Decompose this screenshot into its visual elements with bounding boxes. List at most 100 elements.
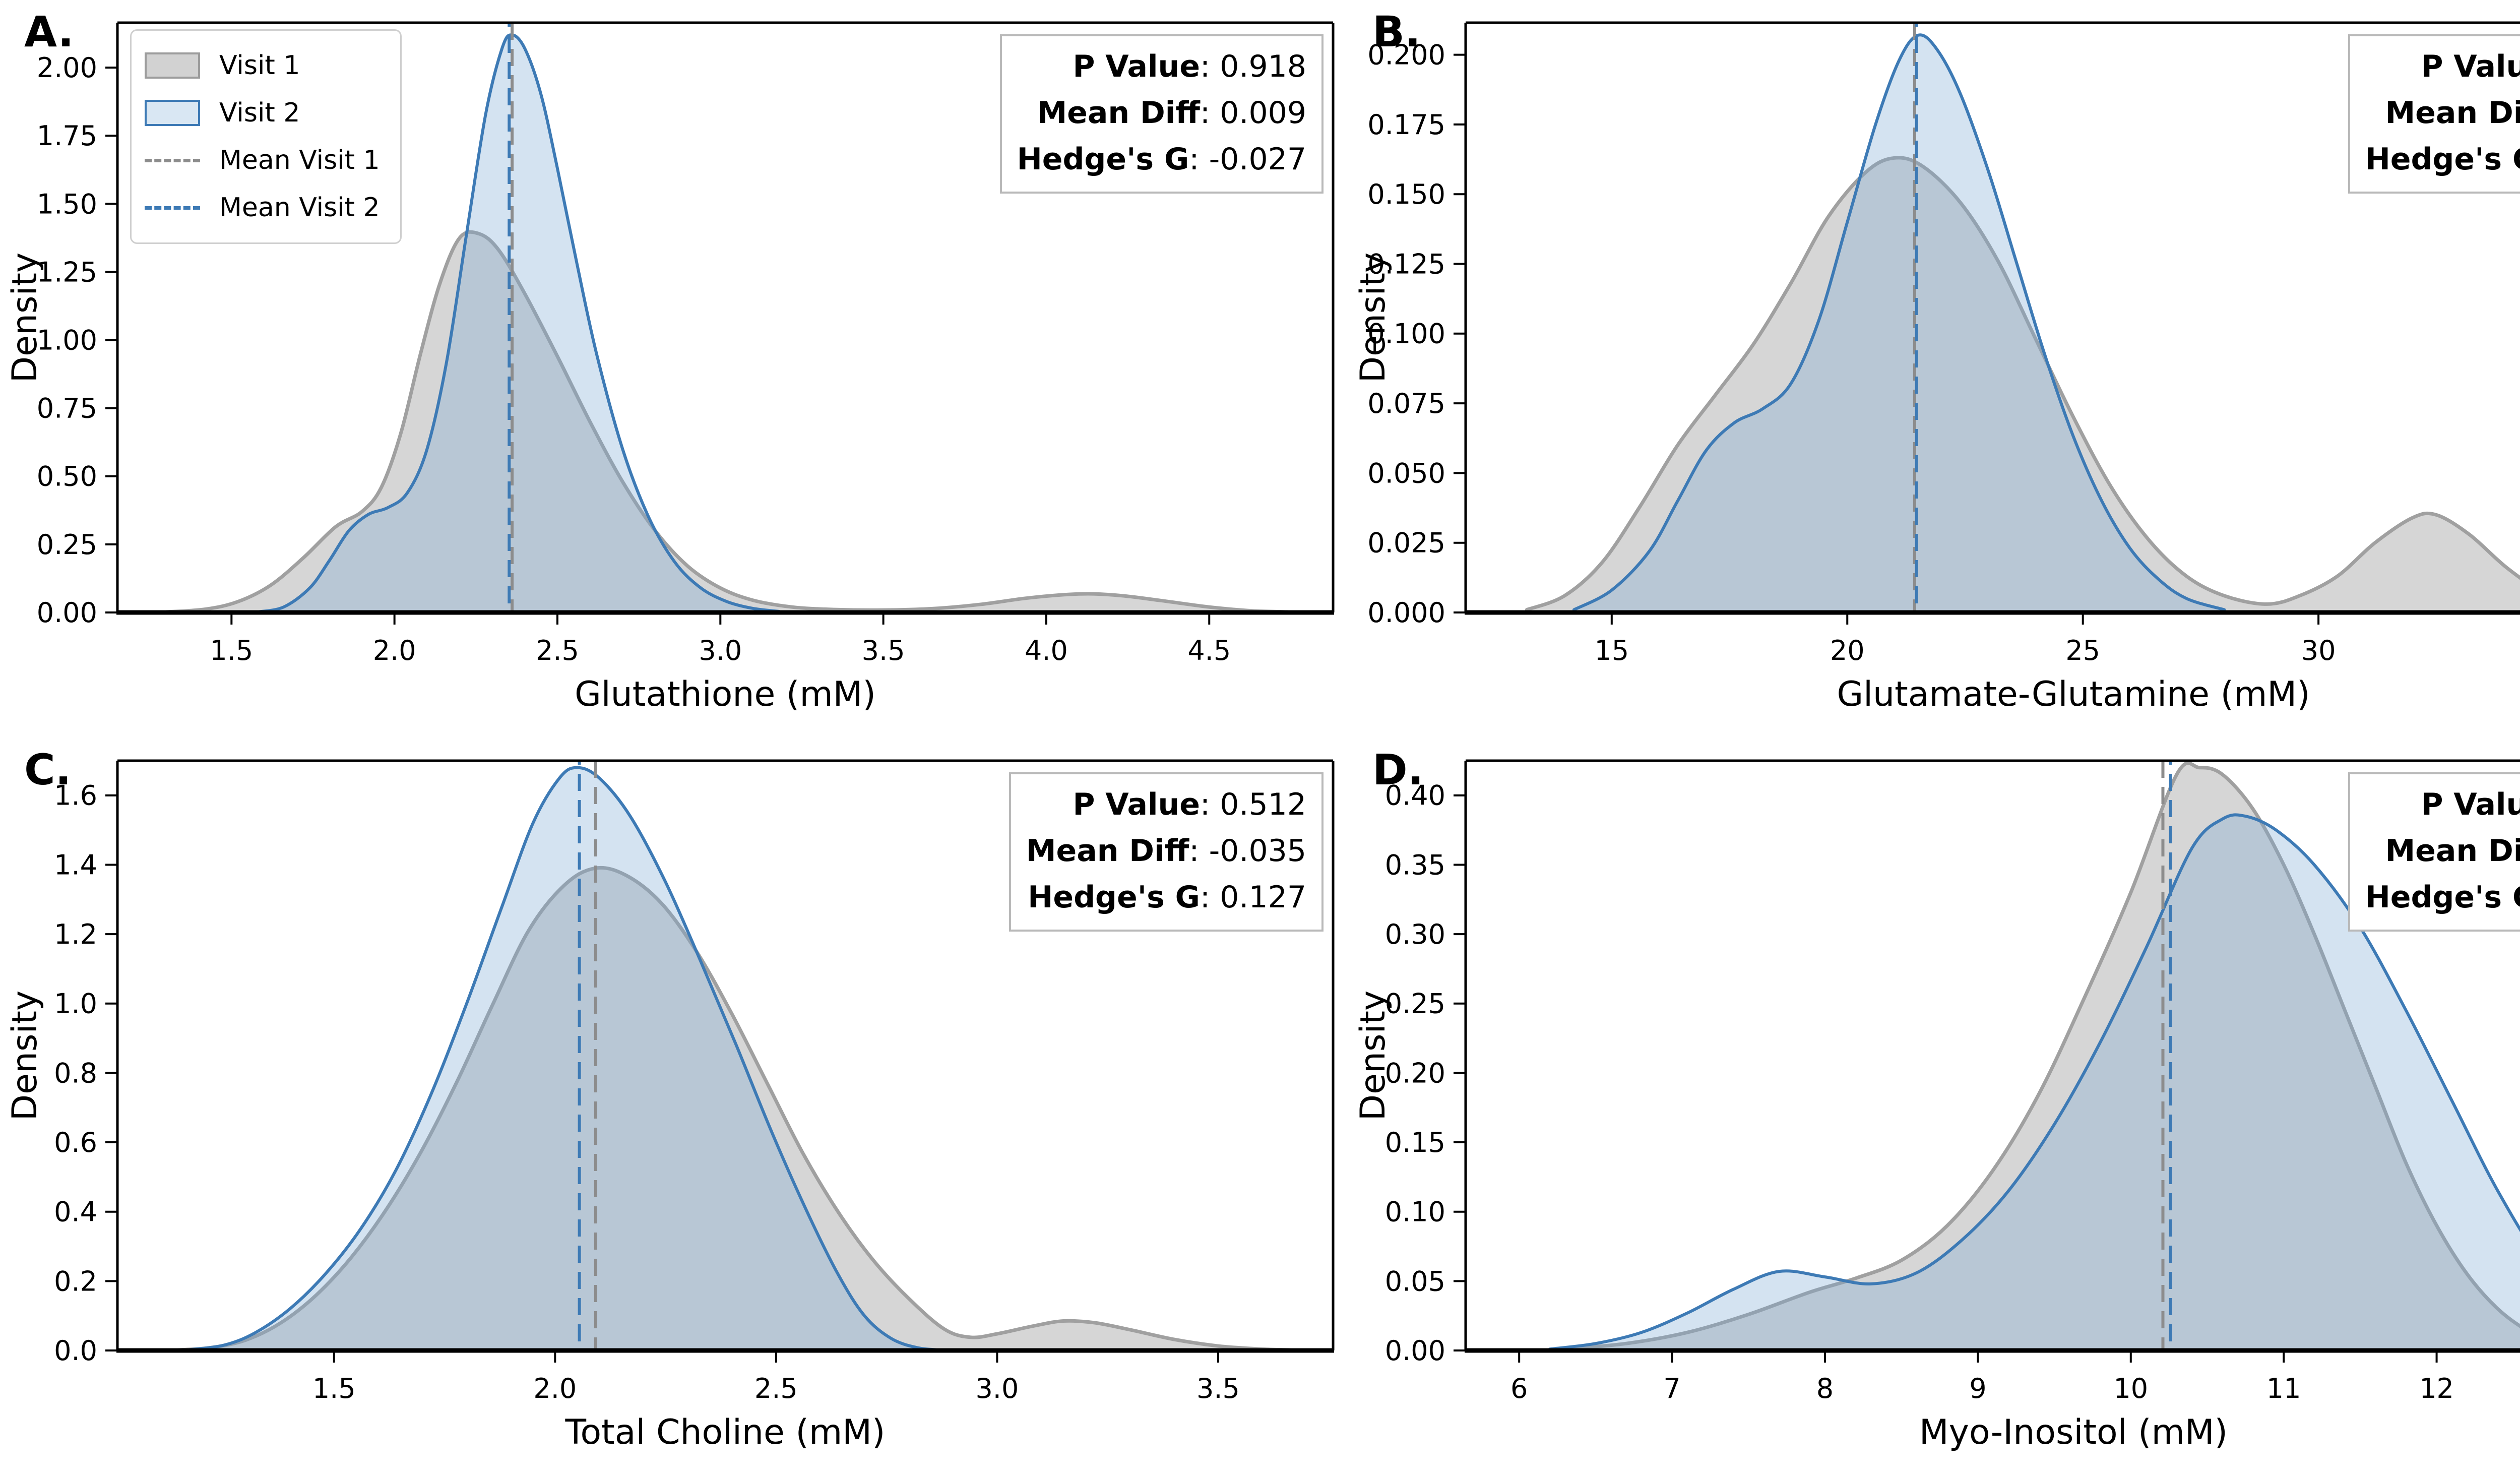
y-tick-label: 0.050 [1367, 457, 1445, 489]
y-tick-label: 0.20 [1385, 1057, 1445, 1089]
x-tick-label: 3.5 [1196, 1373, 1240, 1404]
kde-plot-glutamate-glutamine: 15202530350.0000.0250.0500.0750.1000.125… [1353, 21, 2520, 714]
y-tick-label: 0.8 [54, 1057, 97, 1089]
axes-layer: 1.5 2.0 2.5 3.0 3.5 4.0 4.5 0.00 0.25 0.50 0.75 1.0… [37, 21, 1335, 666]
y-tick-label: 0.40 [1385, 780, 1445, 812]
x-tick-label: 3.5 [862, 635, 905, 666]
x-tick-label: 20 [1830, 635, 1865, 666]
x-tick-label: 9 [1969, 1373, 1986, 1404]
panel-letter: C. [24, 745, 72, 794]
y-tick-label: 0.00 [1385, 1335, 1445, 1367]
x-tick-label: 11 [2266, 1373, 2301, 1404]
y-tick-label: 0.6 [54, 1127, 97, 1158]
panel-total-choline: C. 1.5 2.0 2.5 3.0 3.5 0.0 0.2 0.4 0.6 0.8 1.0 1.2 1… [0, 738, 1348, 1476]
stats-row-hedgesg: Hedge's G: 0.127 [1028, 880, 1306, 915]
y-tick-label: 0.100 [1367, 318, 1445, 350]
y-tick-label: 1.00 [37, 324, 97, 356]
y-axis-label: Density [1353, 253, 1393, 383]
kde-curve-visit2 [1548, 813, 2520, 1352]
legend-label: Mean Visit 2 [219, 193, 380, 223]
panel-glutathione: A. 1.5 2.0 2.5 3.0 3.5 4.0 4.5 0.00 0.25 0.50 0.75… [0, 0, 1348, 738]
stats-row-pvalue: P Value: 0.512 [1073, 787, 1306, 822]
stats-row-meandiff: Mean Diff: 0.043 [2385, 833, 2520, 869]
y-tick-label: 0.15 [1385, 1127, 1445, 1158]
x-axis-label: Glutamate-Glutamine (mM) [1837, 674, 2310, 714]
legend-label: Visit 2 [219, 98, 300, 128]
kde-curve-visit1 [164, 230, 1289, 614]
y-tick-label: 0.25 [37, 529, 97, 561]
y-tick-label: 0.200 [1367, 39, 1445, 71]
y-tick-label: 0.0 [54, 1335, 97, 1367]
y-tick-label: 0.10 [1385, 1196, 1445, 1228]
axes-layer: 6789101112130.000.050.100.150.200.250.30… [1385, 759, 2520, 1404]
stats-box: P Value: 0.950 Mean Diff: 0.034 Hedge's … [2348, 34, 2520, 194]
y-tick-label: 0.4 [54, 1196, 97, 1228]
legend: Visit 1 Visit 2 Mean Visit 1 Mean Visit … [130, 29, 402, 244]
y-tick-label: 1.0 [54, 988, 97, 1020]
y-tick-label: 0.025 [1367, 527, 1445, 559]
stats-box: P Value: 0.512 Mean Diff: -0.035 Hedge's… [1009, 772, 1324, 932]
stats-row-meandiff: Mean Diff: 0.009 [1037, 95, 1306, 131]
stats-row-meandiff: Mean Diff: -0.035 [1026, 833, 1306, 869]
legend-item-mean-visit2: Mean Visit 2 [145, 184, 380, 231]
y-tick-label: 0.50 [37, 461, 97, 493]
kde-plot-myo-inositol: 6789101112130.000.050.100.150.200.250.30… [1353, 759, 2520, 1452]
kde-plot-glutathione: 1.5 2.0 2.5 3.0 3.5 4.0 4.5 0.00 0.25 0.50 0.75 1.0… [5, 21, 1335, 714]
stats-box: P Value: 0.743 Mean Diff: 0.043 Hedge's … [2348, 772, 2520, 932]
stats-row-hedgesg: Hedge's G: -0.045 [2365, 880, 2520, 915]
kde-curve-visit1 [173, 866, 1300, 1352]
y-tick-label: 2.00 [37, 52, 97, 84]
x-axis-label: Myo-Inositol (mM) [1919, 1412, 2228, 1452]
x-tick-label: 4.0 [1025, 635, 1068, 666]
panel-letter: A. [24, 7, 74, 56]
y-axis-label: Density [1353, 991, 1393, 1121]
y-tick-label: 0.30 [1385, 918, 1445, 950]
y-tick-label: 0.000 [1367, 597, 1445, 629]
panel-myo-inositol: D. 6789101112130.000.050.100.150.200.250… [1348, 738, 2520, 1476]
x-tick-label: 2.5 [536, 635, 579, 666]
y-tick-label: 1.50 [37, 188, 97, 220]
y-tick-label: 1.75 [37, 120, 97, 152]
y-tick-label: 0.75 [37, 393, 97, 424]
stats-row-hedgesg: Hedge's G: -0.014 [2365, 142, 2520, 177]
stats-row-meandiff: Mean Diff: 0.034 [2385, 95, 2520, 131]
y-tick-label: 0.2 [54, 1265, 97, 1297]
x-tick-label: 6 [1510, 1373, 1528, 1404]
y-tick-label: 0.150 [1367, 178, 1445, 210]
kde-curve-visit2 [1572, 33, 2226, 614]
y-tick-label: 0.05 [1385, 1265, 1445, 1297]
legend-item-visit1: Visit 1 [145, 42, 380, 89]
y-tick-label: 1.6 [54, 780, 97, 812]
x-axis-label: Glutathione (mM) [575, 674, 876, 714]
panel-letter: D. [1372, 745, 1424, 794]
x-tick-label: 25 [2065, 635, 2100, 666]
visit1-patch-icon [145, 52, 200, 79]
legend-label: Visit 1 [219, 50, 300, 81]
stats-row-hedgesg: Hedge's G: -0.027 [1017, 142, 1306, 177]
x-tick-label: 8 [1816, 1373, 1834, 1404]
panel-letter: B. [1372, 7, 1421, 56]
x-tick-label: 12 [2419, 1373, 2454, 1404]
axes-layer: 15202530350.0000.0250.0500.0750.1000.125… [1367, 21, 2520, 666]
y-tick-label: 1.4 [54, 849, 97, 881]
y-axis-label: Density [5, 991, 45, 1121]
legend-label: Mean Visit 1 [219, 145, 380, 175]
stats-row-pvalue: P Value: 0.950 [2421, 49, 2520, 84]
x-tick-label: 2.0 [533, 1373, 577, 1404]
kde-curve-visit1 [1563, 761, 2520, 1352]
axes-layer: 1.5 2.0 2.5 3.0 3.5 0.0 0.2 0.4 0.6 0.8 1.0 1.2 1.4 1… [54, 759, 1335, 1404]
visit2-patch-icon [145, 100, 200, 126]
x-tick-label: 10 [2113, 1373, 2148, 1404]
y-tick-label: 0.075 [1367, 388, 1445, 419]
y-tick-label: 0.00 [37, 597, 97, 629]
x-tick-label: 1.5 [312, 1373, 356, 1404]
mean-visit2-dashed-line-icon [145, 206, 200, 210]
y-tick-label: 1.25 [37, 256, 97, 288]
y-tick-label: 0.125 [1367, 248, 1445, 280]
x-tick-label: 2.5 [754, 1373, 798, 1404]
kde-plot-total-choline: 1.5 2.0 2.5 3.0 3.5 0.0 0.2 0.4 0.6 0.8 1.0 1.2 1.4 1… [5, 759, 1335, 1452]
x-tick-label: 3.0 [975, 1373, 1019, 1404]
panel-glutamate-glutamine: B. 15202530350.0000.0250.0500.0750.1000.… [1348, 0, 2520, 738]
mean-visit1-dashed-line-icon [145, 158, 200, 162]
